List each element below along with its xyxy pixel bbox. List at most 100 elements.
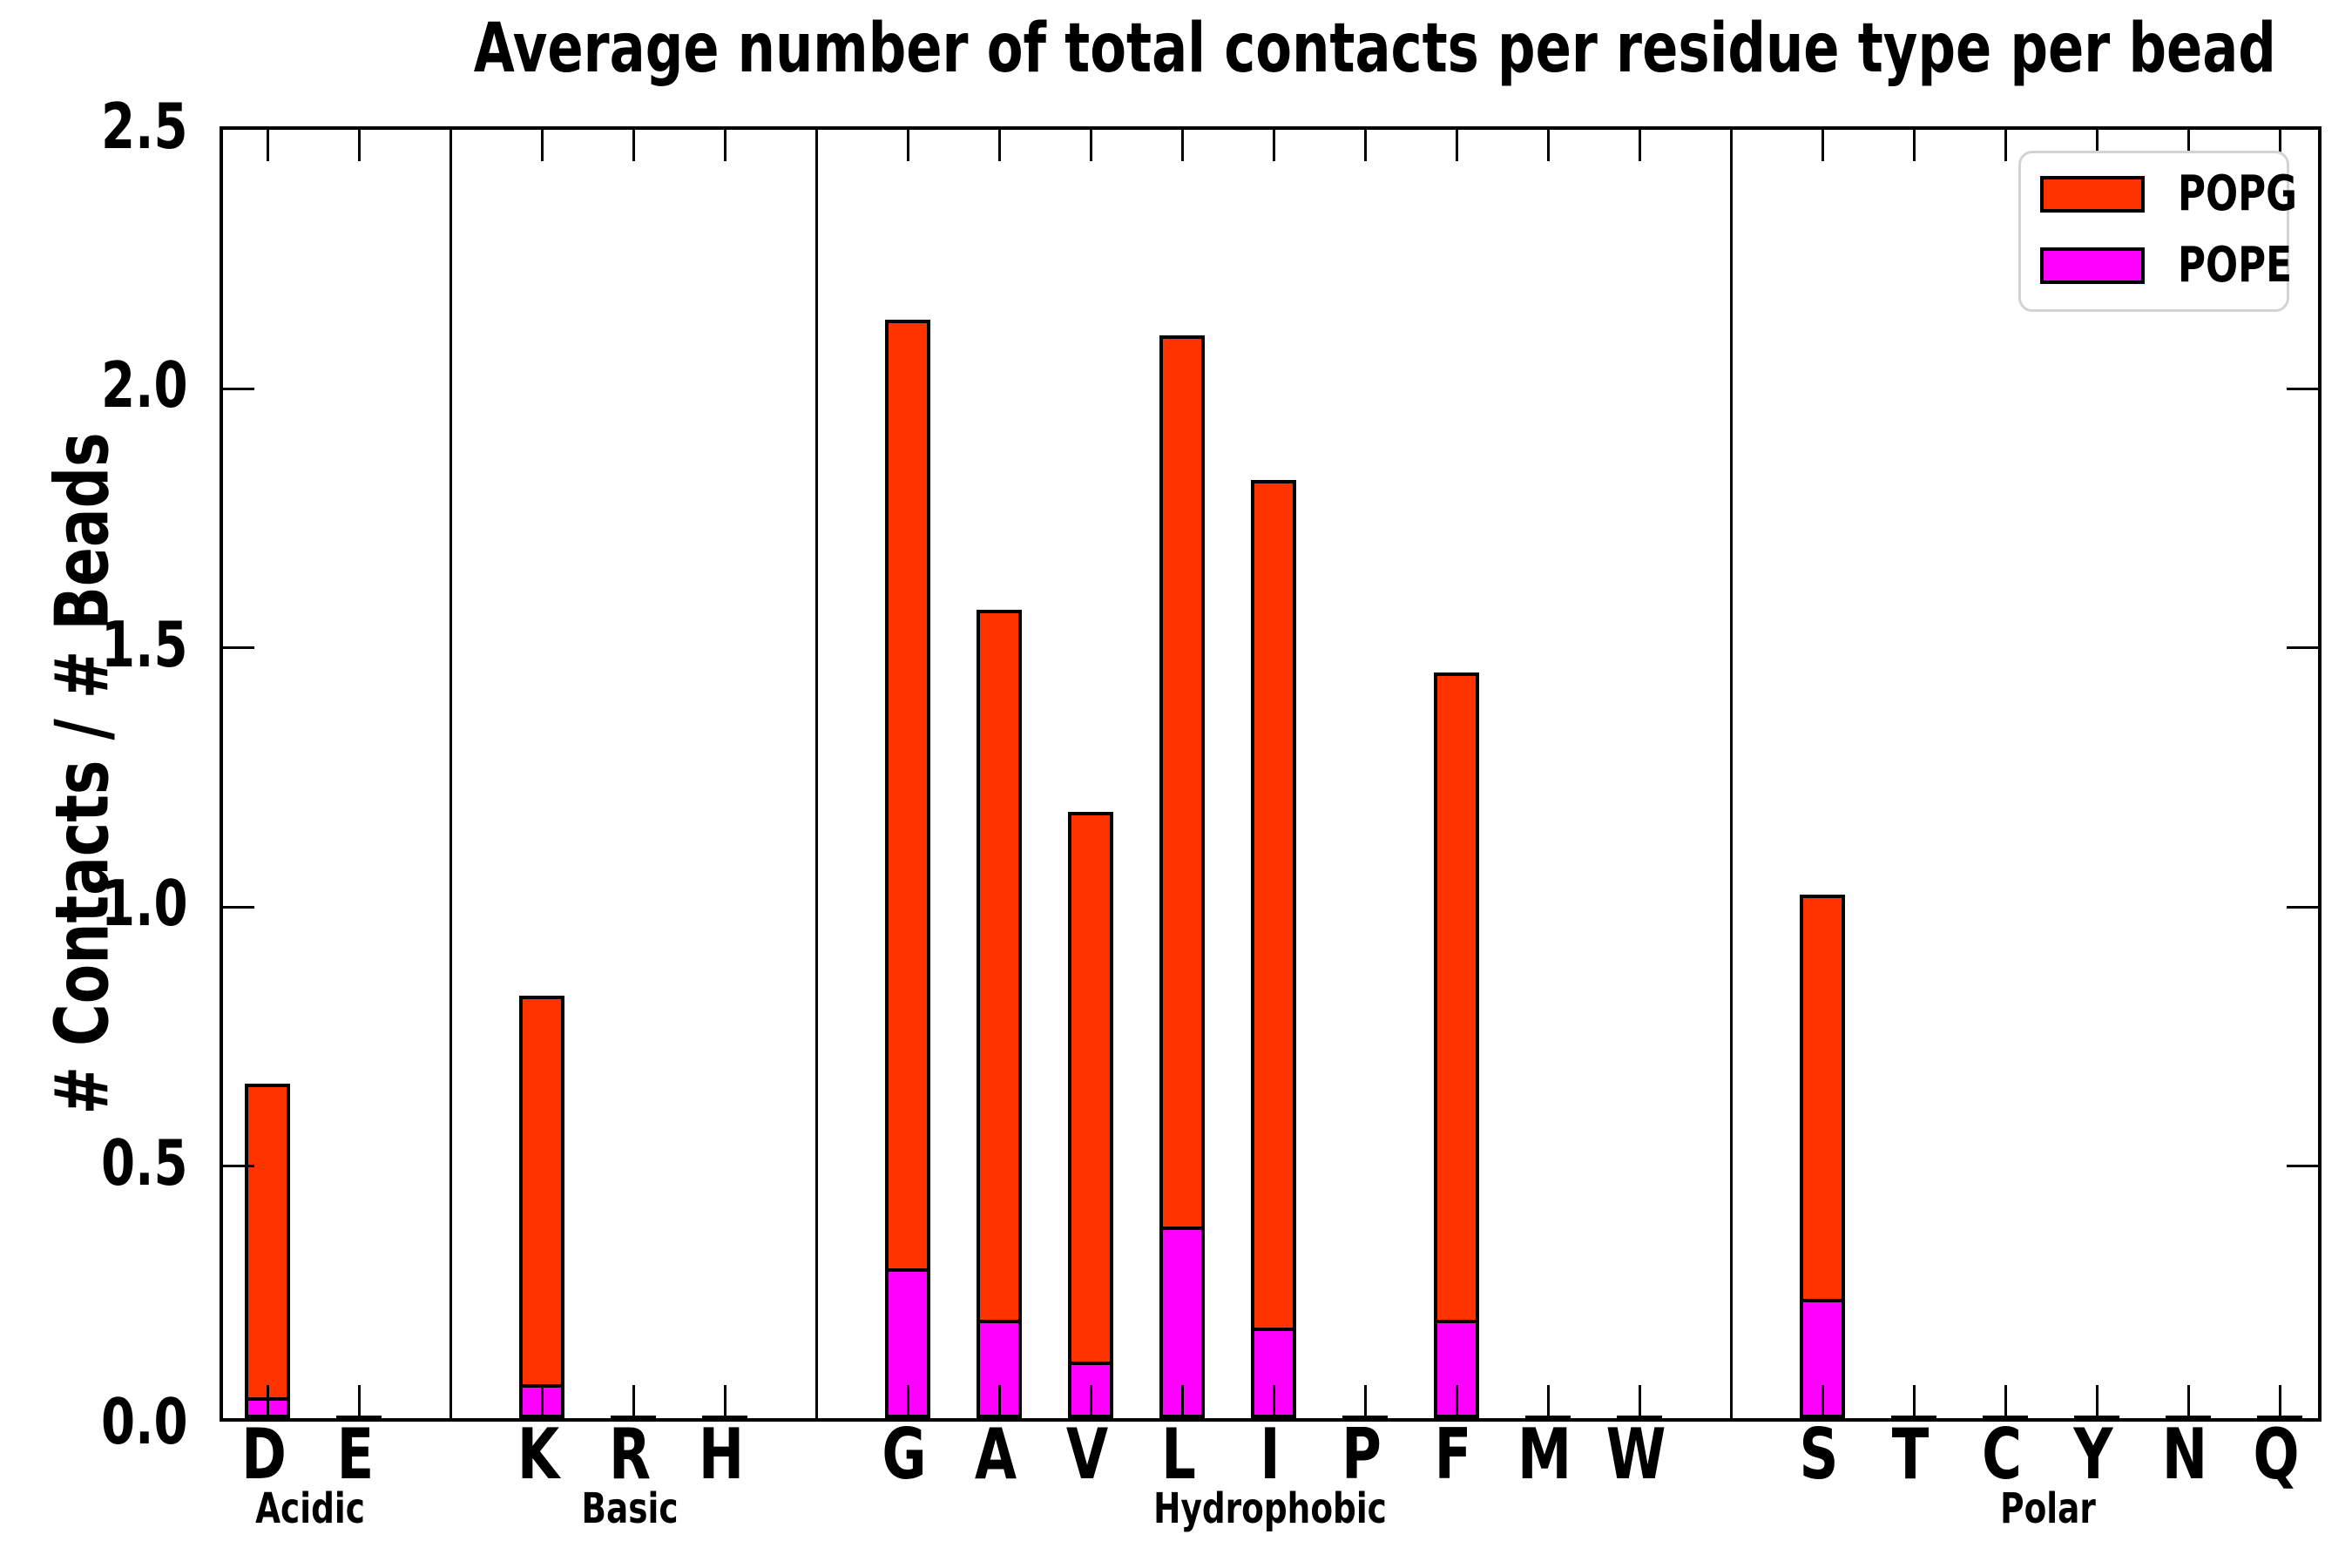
y-tick-mark-left [223,646,254,650]
legend-swatch-pope [2040,247,2145,284]
bar-D [245,1084,290,1418]
x-tick-mark-bottom [1546,1385,1550,1418]
x-tick-label-text: H [698,1414,745,1495]
group-separator-line [449,130,452,1418]
x-tick-mark-top [2278,130,2281,161]
x-tick-label-H: H [693,1420,751,1490]
x-tick-mark-top [906,130,909,161]
y-tick-label: 2.5 [26,95,200,158]
group-label-text: Polar [1999,1484,2096,1533]
x-tick-mark-bottom [2186,1385,2190,1418]
y-tick-label: 1.0 [26,872,200,935]
bar-segment-popg [1159,335,1205,1230]
bar-segment-popg [977,610,1022,1323]
y-tick-mark-right [2287,646,2318,650]
x-tick-label-G: G [875,1420,933,1490]
y-tick-label: 0.0 [26,1390,200,1453]
chart-title: Average number of total contacts per res… [220,10,2322,88]
x-tick-label-text: M [1517,1414,1572,1495]
y-tick-mark-right [2287,905,2318,909]
x-tick-label-S: S [1794,1420,1844,1490]
group-label-polar: Polar [1986,1488,2109,1530]
group-label-text: Acidic [254,1484,365,1533]
x-tick-label-text: T [1891,1414,1930,1495]
x-tick-mark-bottom [1180,1385,1184,1418]
x-tick-label-text: W [1605,1414,1666,1495]
y-tick-mark-left [223,1165,254,1168]
x-tick-mark-bottom [2278,1385,2281,1418]
bar-segment-popg [1800,895,1845,1303]
x-tick-label-D: D [235,1420,293,1490]
x-tick-label-F: F [1429,1420,1477,1490]
x-tick-label-text: A [974,1414,1017,1495]
x-tick-label-text: E [336,1414,375,1495]
x-tick-mark-bottom [1821,1385,1824,1418]
legend: POPG POPE [2018,151,2297,312]
x-tick-label-T: T [1887,1420,1935,1490]
bar-segment-popg [1068,812,1113,1365]
x-tick-mark-top [1638,130,1641,161]
legend-item-pope: POPE [2021,241,2292,290]
x-tick-mark-bottom [997,1385,1001,1418]
x-tick-label-I: I [1257,1420,1283,1490]
y-tick-label: 0.5 [26,1132,200,1194]
x-tick-mark-bottom [2095,1385,2099,1418]
x-tick-label-A: A [969,1420,1023,1490]
y-tick-mark-left [223,387,254,390]
x-tick-mark-bottom [2004,1385,2007,1418]
group-separator-line [814,130,818,1418]
legend-item-popg: POPG [2021,170,2297,219]
x-tick-mark-top [632,130,635,161]
x-tick-label-text: D [241,1414,287,1495]
y-axis-label: # Contacts / # Beads [40,336,126,1211]
x-tick-label-Q: Q [2247,1420,2306,1490]
x-tick-label-text: C [1982,1414,2022,1495]
y-tick-mark-left [223,905,254,909]
x-tick-mark-top [2004,130,2007,161]
x-tick-label-R: R [603,1420,657,1490]
x-tick-mark-bottom [1912,1385,1916,1418]
bar-S [1800,895,1845,1418]
group-label-text: Hydrophobic [1153,1484,1387,1533]
x-tick-mark-top [997,130,1001,161]
x-tick-label-text: F [1434,1414,1472,1495]
group-label-basic: Basic [568,1488,692,1530]
x-tick-mark-bottom [1455,1385,1458,1418]
x-tick-mark-top [540,130,544,161]
x-tick-label-text: G [882,1414,927,1495]
group-label-text: Basic [581,1484,679,1533]
y-tick-mark-right [2287,387,2318,390]
bar-segment-popg [1434,672,1479,1323]
x-tick-mark-bottom [540,1385,544,1418]
x-tick-label-text: S [1799,1414,1839,1495]
x-tick-mark-top [1546,130,1550,161]
legend-label-popg: POPG [2178,166,2298,222]
x-tick-mark-top [357,130,361,161]
x-tick-mark-bottom [266,1385,269,1418]
y-tick-label-text: 1.5 [101,607,188,681]
x-tick-mark-top [266,130,269,161]
x-tick-mark-top [2186,130,2190,161]
bar-segment-popg [1251,480,1296,1331]
bar-A [977,610,1022,1418]
legend-swatch-popg [2040,176,2145,213]
x-tick-label-text: P [1342,1414,1382,1495]
x-tick-label-M: M [1510,1420,1579,1490]
group-separator-line [1729,130,1733,1418]
x-tick-mark-top [2095,130,2099,161]
x-tick-mark-bottom [1272,1385,1275,1418]
x-tick-label-V: V [1060,1420,1114,1490]
legend-label-pope: POPE [2178,237,2293,294]
bar-segment-popg [885,320,930,1272]
x-tick-mark-top [723,130,727,161]
x-tick-label-E: E [332,1420,380,1490]
bar-segment-popg [519,996,564,1389]
y-tick-label-text: 2.0 [101,348,188,422]
x-tick-mark-bottom [723,1385,727,1418]
x-tick-label-K: K [511,1420,565,1490]
x-tick-label-W: W [1598,1420,1674,1490]
x-tick-mark-top [1089,130,1092,161]
bar-K [519,996,564,1418]
bar-segment-popg [245,1084,290,1402]
chart-title-text: Average number of total contacts per res… [473,10,2276,88]
